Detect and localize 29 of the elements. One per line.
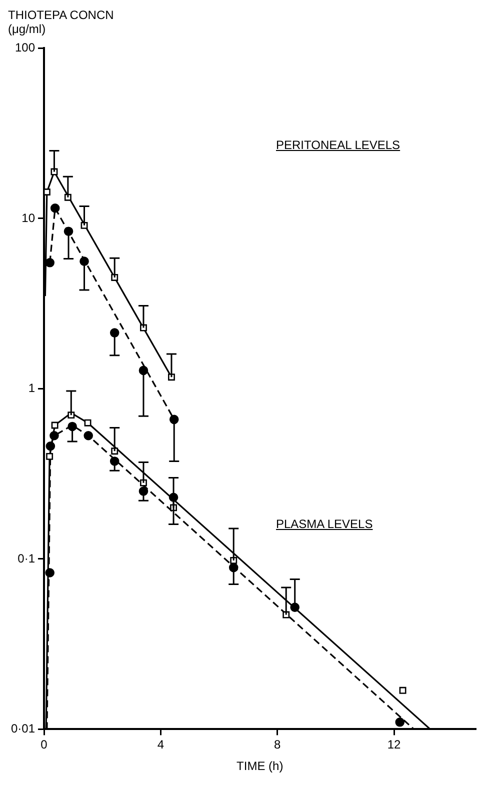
x-tick-label: 4 — [157, 738, 164, 752]
point — [51, 422, 58, 429]
annotation: PERITONEAL LEVELS — [276, 138, 400, 152]
point — [64, 226, 74, 236]
point — [138, 366, 148, 376]
y-tick-label: 100 — [14, 40, 36, 55]
y-tick-label: 1 — [28, 381, 36, 396]
point — [46, 441, 56, 451]
point — [68, 422, 77, 432]
annotation: PLASMA LEVELS — [276, 517, 373, 531]
x-tick-label: 12 — [387, 738, 402, 752]
point — [50, 430, 59, 440]
x-tick-label: 8 — [274, 738, 282, 752]
point — [50, 203, 60, 213]
point — [84, 430, 94, 440]
point — [110, 328, 120, 338]
point — [45, 568, 54, 578]
point — [399, 686, 406, 694]
y-tick-label: 10 — [22, 210, 36, 225]
y-tick-label: 0·01 — [10, 722, 36, 736]
point — [169, 414, 179, 424]
point — [395, 718, 405, 727]
y-tick-label: 0·1 — [18, 551, 36, 566]
point — [84, 419, 92, 426]
point — [44, 188, 50, 196]
x-axis-title: TIME (h) — [236, 759, 284, 774]
y-axis-title: THIOTEPA CONCN (μg/ml) — [8, 8, 115, 36]
x-tick-label: 0 — [40, 738, 48, 752]
point — [46, 452, 54, 460]
